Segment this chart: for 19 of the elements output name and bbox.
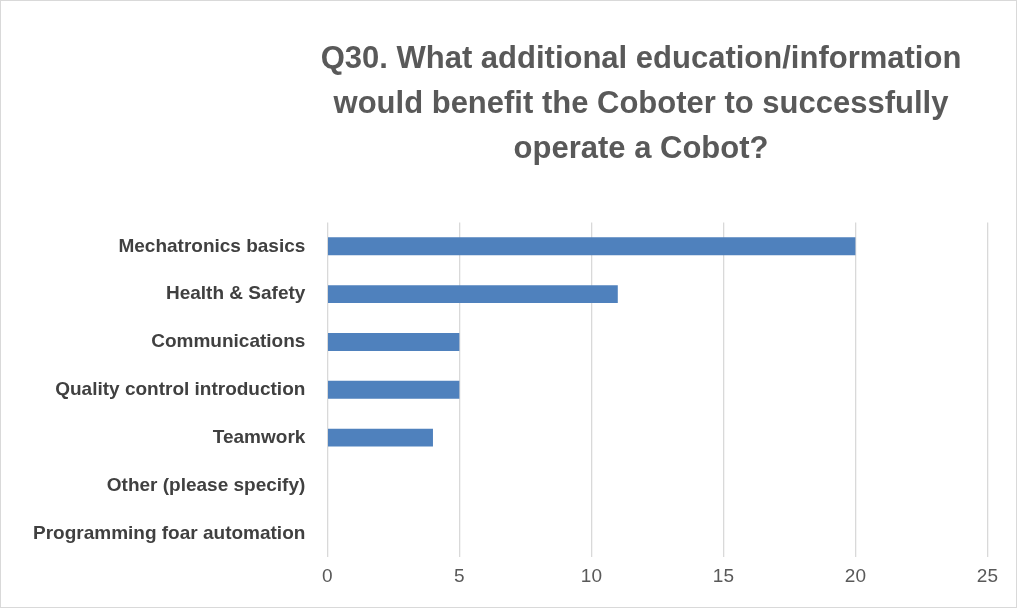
x-tick-label: 25 [976,564,998,586]
y-tick-label: Teamwork [212,425,306,447]
bar [328,428,433,447]
x-tick-label: 0 [322,564,333,586]
y-tick-label: Communications [151,330,306,352]
y-tick-label: Quality control introduction [55,378,306,400]
x-tick-label: 5 [454,564,465,586]
bar [328,380,460,399]
bar [328,237,856,256]
y-tick-label: Other (please specify) [106,473,306,495]
y-tick-label: Health & Safety [165,282,306,304]
y-tick-label: Programming foar automation [33,521,306,543]
x-tick-label: 20 [844,564,866,586]
x-tick-label: 15 [712,564,734,586]
bar [328,333,460,351]
chart-title: Q30. What additional education/information would benefit the Coboter to successfully operate a Cobot? [319,39,963,167]
y-tick-label: Mechatronics basics [118,234,306,256]
x-tick-label: 10 [580,564,602,586]
bar [328,285,618,304]
